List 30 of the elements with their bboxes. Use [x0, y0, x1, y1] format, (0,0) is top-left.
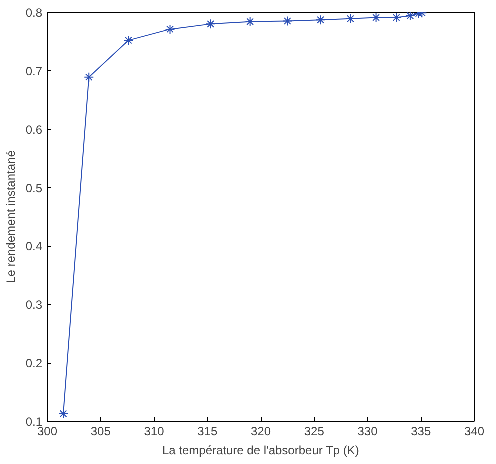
point: [371, 12, 382, 23]
x-tick-label: 310: [144, 424, 165, 438]
point: [58, 408, 69, 419]
x-tick-label: 320: [250, 424, 272, 438]
point: [405, 12, 416, 22]
point: [206, 19, 216, 30]
x-tick-label: 315: [198, 424, 218, 438]
y-tick-label: 0.7: [26, 64, 43, 78]
point: [124, 36, 134, 46]
y-tick-label: 0.8: [26, 6, 43, 20]
x-tick-label: 330: [358, 424, 378, 438]
x-tick-label: 305: [90, 424, 112, 438]
y-tick-label: 0.2: [26, 356, 43, 371]
point: [316, 15, 326, 26]
point: [84, 72, 94, 82]
x-tick-label: 325: [304, 424, 325, 438]
point: [346, 14, 356, 24]
x-tick-label: 300: [37, 424, 58, 438]
y-axis-title: Le rendement instantané: [4, 150, 18, 284]
point: [165, 24, 176, 34]
point: [282, 16, 293, 26]
y-tick-label: 0.5: [26, 181, 43, 196]
y-tick-label: 0.6: [26, 122, 43, 137]
y-tick-label: 0.4: [26, 240, 43, 254]
x-tick-label: 340: [464, 424, 485, 438]
x-tick-label: 335: [411, 424, 432, 438]
y-tick-label: 0.3: [26, 298, 43, 312]
point: [392, 12, 402, 23]
x-axis-title: La température de l'absorbeur Tp (K): [162, 444, 360, 458]
point: [245, 16, 256, 27]
